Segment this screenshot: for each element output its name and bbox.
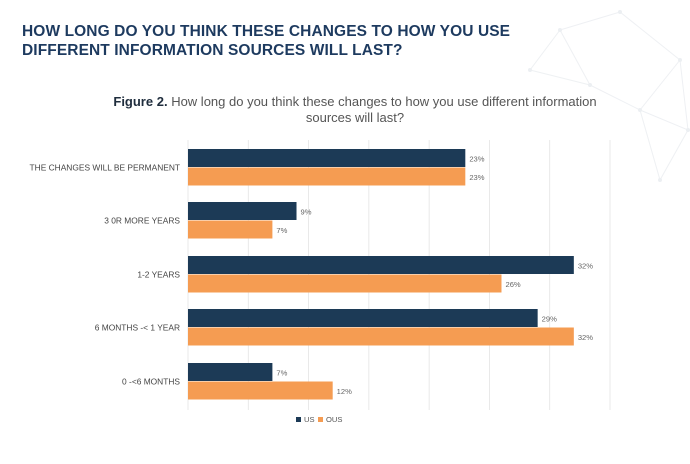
data-label: 23% xyxy=(469,154,484,163)
network-line xyxy=(679,59,689,131)
data-label: 26% xyxy=(505,280,520,289)
network-line xyxy=(619,11,681,61)
data-label: 32% xyxy=(578,333,593,342)
network-line xyxy=(529,69,591,86)
bar-us xyxy=(188,363,273,381)
bar-ous xyxy=(188,274,502,293)
bar-us xyxy=(188,202,297,220)
data-label: 29% xyxy=(542,314,557,323)
category-label: 6 MONTHS -< 1 YEAR xyxy=(95,323,180,333)
data-label: 23% xyxy=(469,173,484,182)
network-line xyxy=(589,84,641,111)
network-node xyxy=(686,128,690,132)
network-node xyxy=(638,108,642,112)
bar-ous xyxy=(188,327,574,346)
category-label: 0 -<6 MONTHS xyxy=(122,377,180,387)
category-label: THE CHANGES WILL BE PERMANENT xyxy=(30,163,180,173)
legend-label-us: US xyxy=(304,415,315,424)
network-line xyxy=(639,59,681,111)
network-node xyxy=(588,83,592,87)
network-line xyxy=(659,129,689,181)
bar-ous xyxy=(188,381,333,400)
legend-swatch-ous xyxy=(318,417,323,422)
bar-us xyxy=(188,309,538,327)
bar-ous xyxy=(188,167,466,186)
data-label: 9% xyxy=(301,207,312,216)
network-line xyxy=(639,109,661,181)
network-line xyxy=(639,109,689,131)
network-node xyxy=(658,178,662,182)
network-line xyxy=(529,29,561,71)
network-node xyxy=(528,68,532,72)
network-node xyxy=(678,58,682,62)
network-node xyxy=(558,28,562,32)
bar-us xyxy=(188,149,466,167)
page-heading: HOW LONG DO YOU THINK THESE CHANGES TO H… xyxy=(22,23,511,59)
figure-caption: Figure 2. How long do you think these ch… xyxy=(90,94,620,126)
legend-label-ous: OUS xyxy=(326,415,342,424)
data-label: 12% xyxy=(337,387,352,396)
network-node xyxy=(618,10,622,14)
legend-swatch-us xyxy=(296,417,301,422)
data-label: 7% xyxy=(276,226,287,235)
data-label: 7% xyxy=(276,368,287,377)
category-label: 1-2 YEARS xyxy=(137,270,180,280)
category-label: 3 0R MORE YEARS xyxy=(104,216,180,226)
data-label: 32% xyxy=(578,261,593,270)
network-line xyxy=(559,29,591,86)
figure-caption-text: How long do you think these changes to h… xyxy=(171,94,597,125)
bar-us xyxy=(188,256,574,274)
network-line xyxy=(559,11,621,31)
figure-label: Figure 2. xyxy=(113,94,168,109)
bar-ous xyxy=(188,220,273,239)
